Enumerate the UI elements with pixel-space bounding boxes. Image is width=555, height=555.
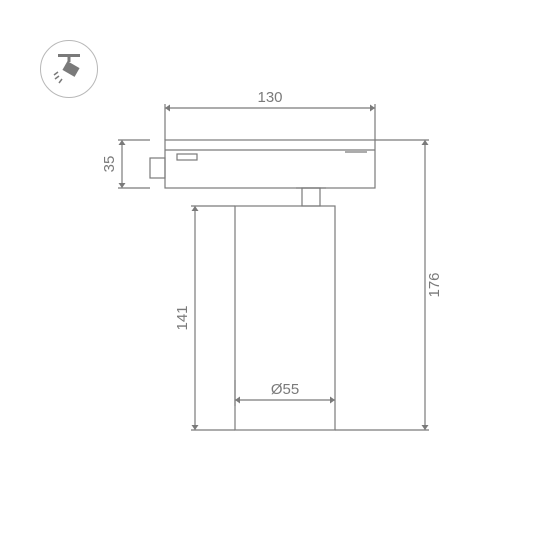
dim-label: 130 — [257, 89, 282, 106]
dim-label: 35 — [101, 156, 118, 173]
dim-label: Ø55 — [271, 381, 299, 398]
dim-label: 141 — [174, 305, 191, 330]
dim-label: 176 — [426, 272, 443, 297]
product-type-icon — [40, 40, 98, 98]
